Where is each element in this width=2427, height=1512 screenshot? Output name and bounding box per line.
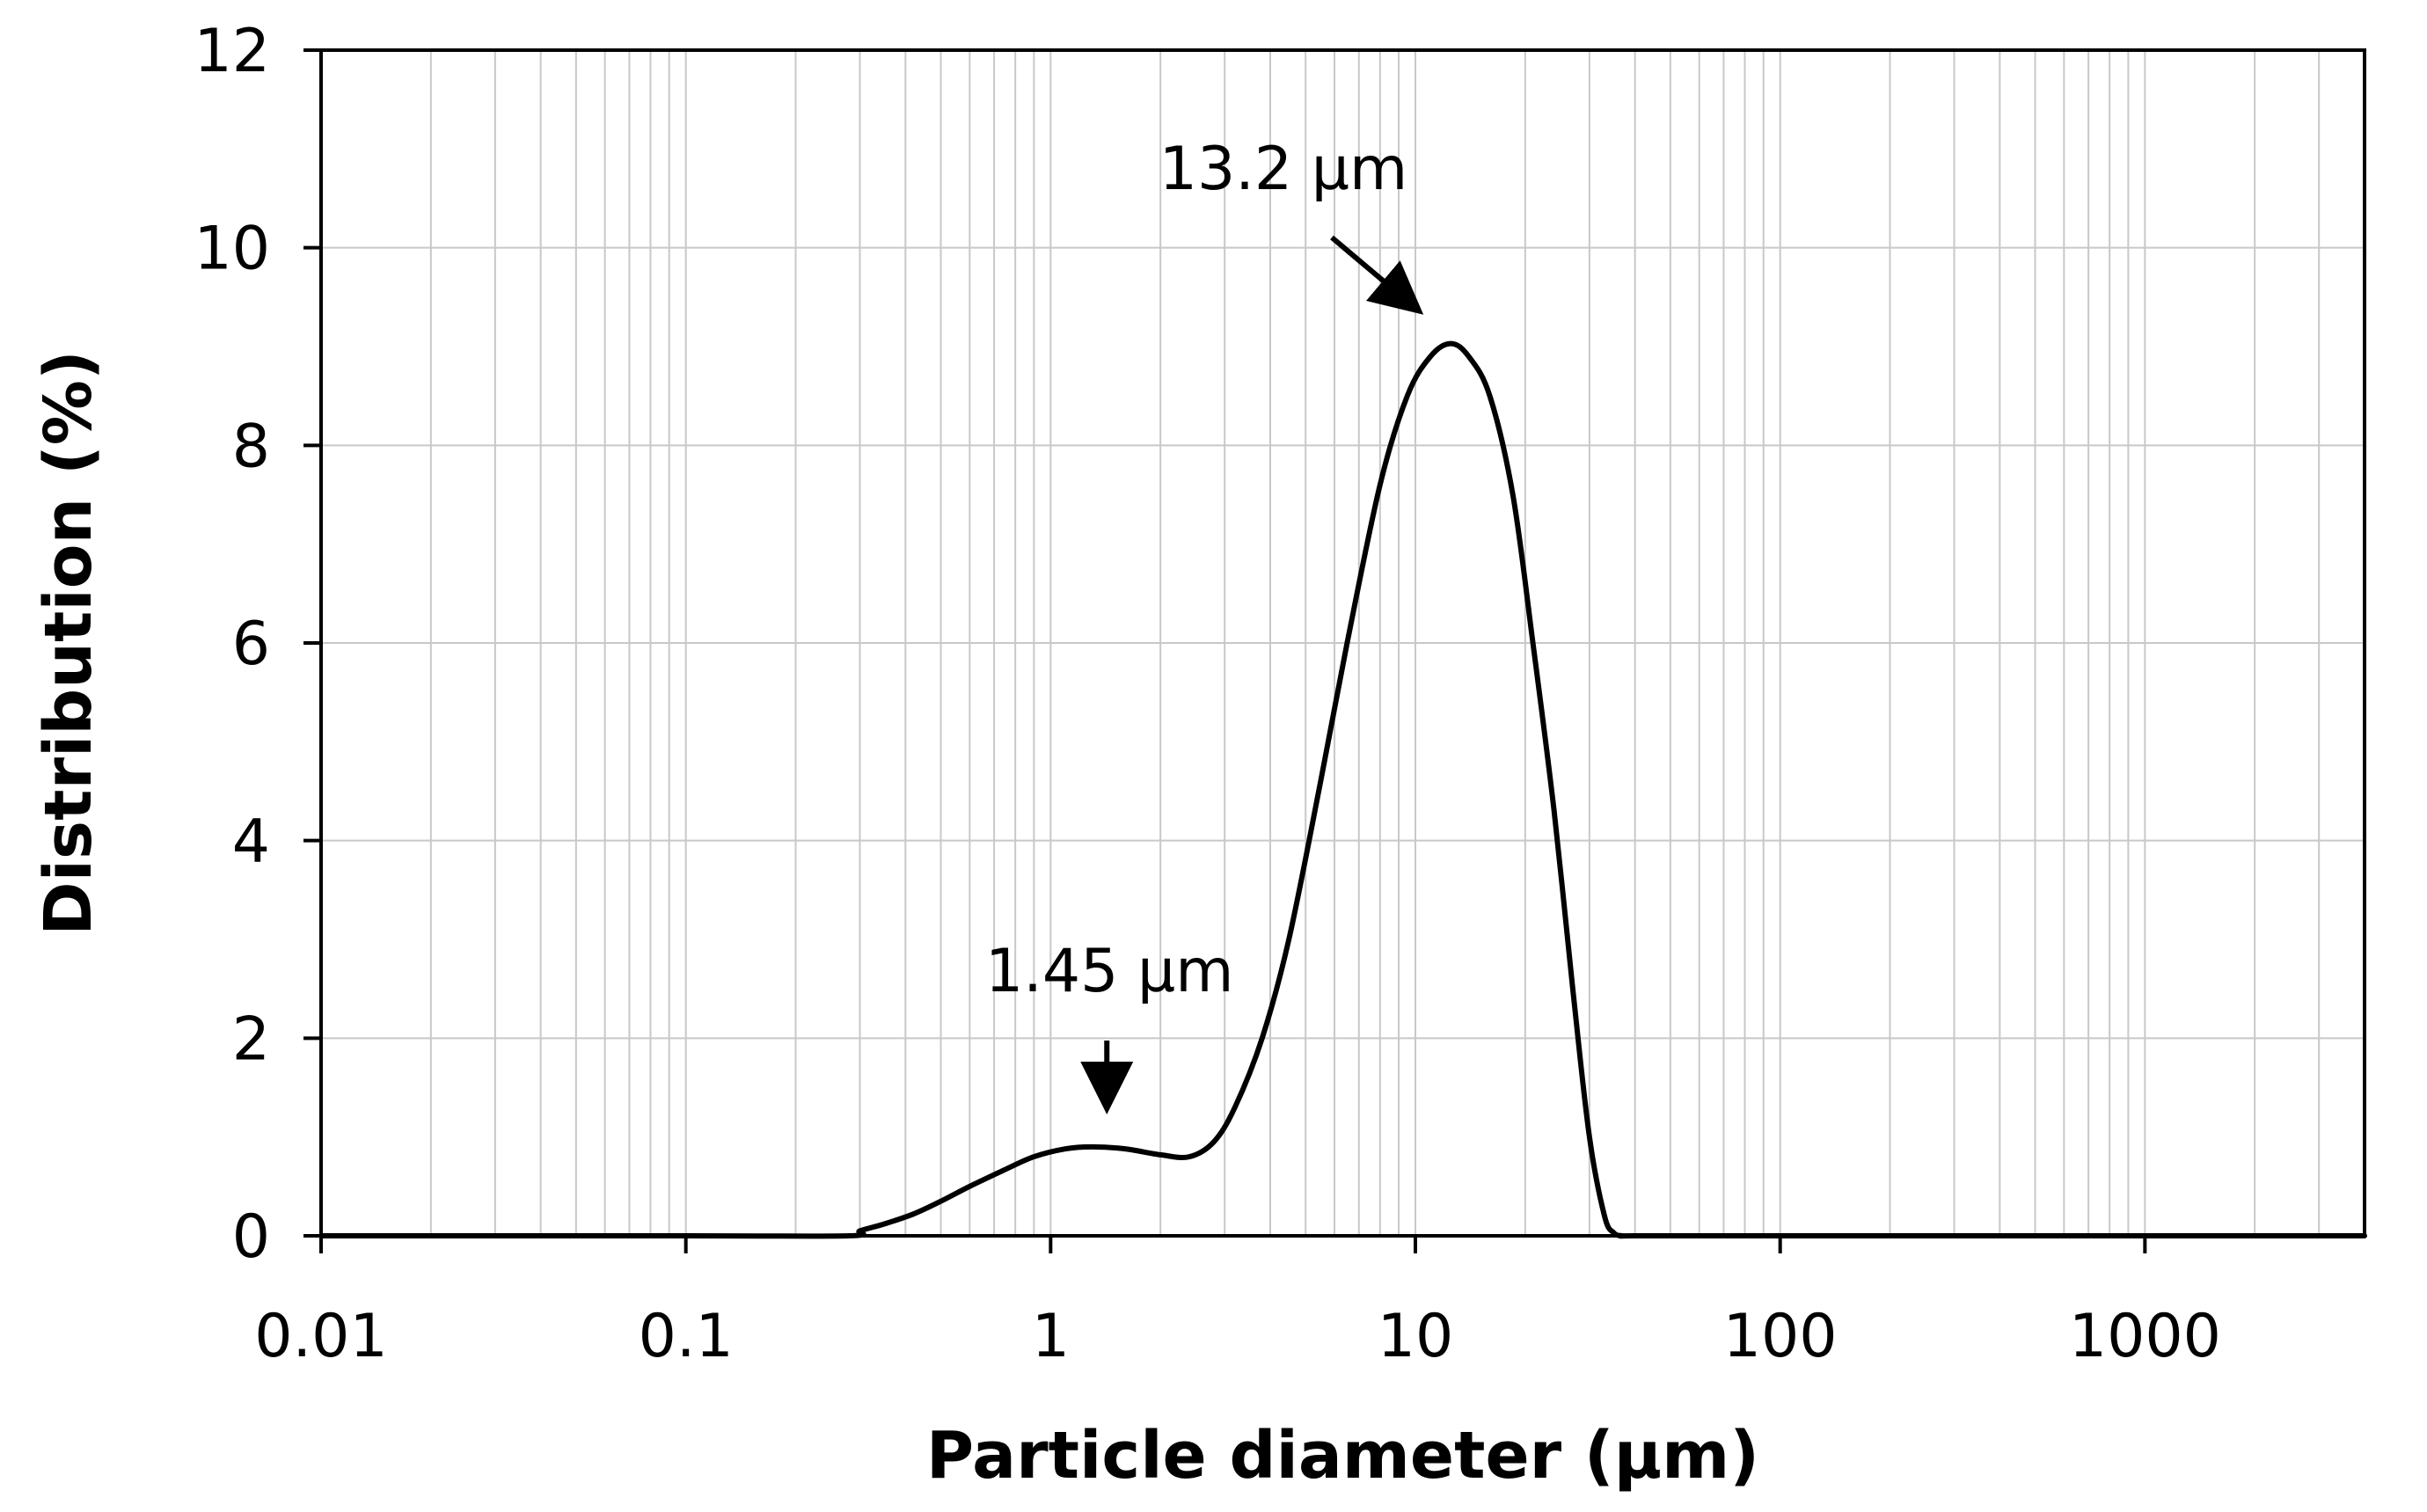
x-axis-title: Particle diameter (µm) — [926, 1418, 1759, 1494]
main-peak-arrow — [1330, 235, 1424, 315]
x-tick-label: 1 — [1032, 1302, 1070, 1371]
y-tick-label: 10 — [194, 215, 270, 284]
x-tick-label: 0.1 — [639, 1302, 734, 1371]
secondary-peak-label: 1.45 µm — [985, 937, 1234, 1006]
distribution-curve — [318, 340, 2367, 1239]
main-peak-label: 13.2 µm — [1159, 135, 1408, 204]
y-axis-title: Distribution (%) — [31, 350, 106, 936]
grid-lines — [321, 50, 2365, 1236]
x-tick-label: 1000 — [2069, 1302, 2221, 1371]
axis-ticks: 0 2 4 6 8 10 12 0.01 0.1 1 10 100 1000 — [194, 17, 2220, 1371]
y-tick-label: 2 — [232, 1004, 270, 1074]
x-tick-label: 10 — [1378, 1302, 1454, 1371]
x-tick-label: 100 — [1723, 1302, 1838, 1371]
y-tick-label: 6 — [232, 610, 270, 679]
y-tick-label: 0 — [232, 1202, 270, 1272]
peak-annotations: 13.2 µm 1.45 µm — [985, 135, 1424, 1114]
y-tick-label: 8 — [232, 412, 270, 481]
x-tick-label: 0.01 — [254, 1302, 387, 1371]
y-tick-label: 12 — [194, 17, 270, 86]
y-tick-label: 4 — [232, 807, 270, 877]
